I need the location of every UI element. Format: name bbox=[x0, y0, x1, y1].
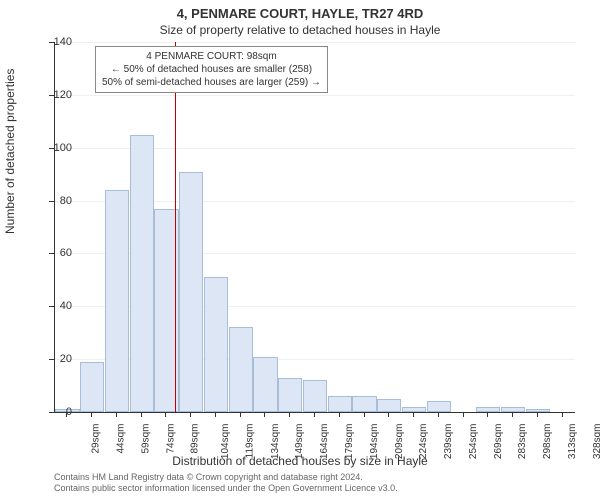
y-tick-label: 40 bbox=[42, 300, 72, 312]
x-tick-label: 74sqm bbox=[165, 424, 176, 454]
gridline bbox=[55, 42, 575, 43]
x-tick-mark bbox=[240, 412, 241, 417]
x-tick-mark bbox=[562, 412, 563, 417]
histogram-bar bbox=[130, 135, 154, 413]
x-tick-mark bbox=[66, 412, 67, 417]
histogram-bar bbox=[352, 396, 376, 412]
histogram-bar bbox=[427, 401, 451, 412]
y-tick-mark bbox=[49, 148, 54, 149]
x-tick-label: 328sqm bbox=[592, 424, 600, 460]
gridline bbox=[55, 95, 575, 96]
x-tick-label: 149sqm bbox=[295, 424, 306, 460]
x-tick-mark bbox=[413, 412, 414, 417]
annotation-line1: 4 PENMARE COURT: 98sqm bbox=[102, 50, 321, 63]
x-tick-mark bbox=[116, 412, 117, 417]
y-tick-label: 120 bbox=[42, 89, 72, 101]
x-tick-label: 29sqm bbox=[91, 424, 102, 454]
x-tick-label: 254sqm bbox=[468, 424, 479, 460]
x-tick-label: 298sqm bbox=[542, 424, 553, 460]
x-tick-label: 164sqm bbox=[319, 424, 330, 460]
x-tick-mark bbox=[165, 412, 166, 417]
marker-line bbox=[175, 42, 176, 412]
x-tick-label: 179sqm bbox=[344, 424, 355, 460]
x-tick-label: 269sqm bbox=[493, 424, 504, 460]
x-tick-mark bbox=[487, 412, 488, 417]
histogram-bar bbox=[303, 380, 327, 412]
x-tick-mark bbox=[289, 412, 290, 417]
footer-line2: Contains public sector information licen… bbox=[54, 483, 398, 494]
histogram-bar bbox=[377, 399, 401, 412]
y-tick-mark bbox=[49, 201, 54, 202]
y-tick-mark bbox=[49, 42, 54, 43]
x-tick-mark bbox=[141, 412, 142, 417]
histogram-bar bbox=[526, 409, 550, 412]
y-tick-mark bbox=[49, 95, 54, 96]
x-tick-label: 119sqm bbox=[244, 424, 255, 459]
x-tick-mark bbox=[388, 412, 389, 417]
x-tick-mark bbox=[512, 412, 513, 417]
y-axis-label: Number of detached properties bbox=[3, 69, 17, 234]
x-tick-label: 194sqm bbox=[369, 424, 380, 460]
y-tick-label: 60 bbox=[42, 247, 72, 259]
x-tick-mark bbox=[91, 412, 92, 417]
x-tick-label: 239sqm bbox=[443, 424, 454, 460]
annotation-line2: ← 50% of detached houses are smaller (25… bbox=[102, 63, 321, 76]
histogram-bar bbox=[80, 362, 104, 412]
histogram-bar bbox=[278, 378, 302, 412]
y-tick-label: 0 bbox=[42, 406, 72, 418]
footer-attribution: Contains HM Land Registry data © Crown c… bbox=[54, 472, 398, 494]
y-tick-mark bbox=[49, 253, 54, 254]
x-tick-label: 209sqm bbox=[394, 424, 405, 460]
histogram-bar bbox=[179, 172, 203, 413]
x-tick-label: 44sqm bbox=[116, 424, 127, 454]
annotation-line3: 50% of semi-detached houses are larger (… bbox=[102, 76, 321, 89]
x-tick-label: 134sqm bbox=[270, 424, 281, 460]
histogram-bar bbox=[204, 277, 228, 412]
x-tick-mark bbox=[537, 412, 538, 417]
x-tick-mark bbox=[190, 412, 191, 417]
y-tick-label: 140 bbox=[42, 36, 72, 48]
histogram-bar bbox=[253, 357, 277, 413]
x-tick-mark bbox=[264, 412, 265, 417]
y-tick-mark bbox=[49, 359, 54, 360]
chart-title: 4, PENMARE COURT, HAYLE, TR27 4RD bbox=[0, 0, 600, 21]
chart-subtitle: Size of property relative to detached ho… bbox=[0, 21, 600, 37]
histogram-bar bbox=[105, 190, 129, 412]
y-tick-mark bbox=[49, 412, 54, 413]
x-tick-mark bbox=[339, 412, 340, 417]
y-tick-label: 20 bbox=[42, 353, 72, 365]
x-tick-label: 313sqm bbox=[567, 424, 578, 460]
y-tick-label: 100 bbox=[42, 142, 72, 154]
x-tick-label: 89sqm bbox=[190, 424, 201, 454]
x-tick-mark bbox=[314, 412, 315, 417]
histogram-bar bbox=[328, 396, 352, 412]
x-tick-mark bbox=[438, 412, 439, 417]
footer-line1: Contains HM Land Registry data © Crown c… bbox=[54, 472, 398, 483]
x-tick-label: 224sqm bbox=[418, 424, 429, 460]
plot-area: 4 PENMARE COURT: 98sqm ← 50% of detached… bbox=[54, 42, 575, 413]
y-tick-label: 80 bbox=[42, 195, 72, 207]
x-tick-mark bbox=[364, 412, 365, 417]
x-tick-label: 283sqm bbox=[517, 424, 528, 460]
annotation-box: 4 PENMARE COURT: 98sqm ← 50% of detached… bbox=[95, 46, 328, 93]
x-tick-label: 59sqm bbox=[140, 424, 151, 454]
x-tick-label: 104sqm bbox=[220, 424, 231, 460]
histogram-bar bbox=[229, 327, 253, 412]
x-tick-mark bbox=[463, 412, 464, 417]
histogram-chart: 4, PENMARE COURT, HAYLE, TR27 4RD Size o… bbox=[0, 0, 600, 500]
y-tick-mark bbox=[49, 306, 54, 307]
x-tick-mark bbox=[215, 412, 216, 417]
